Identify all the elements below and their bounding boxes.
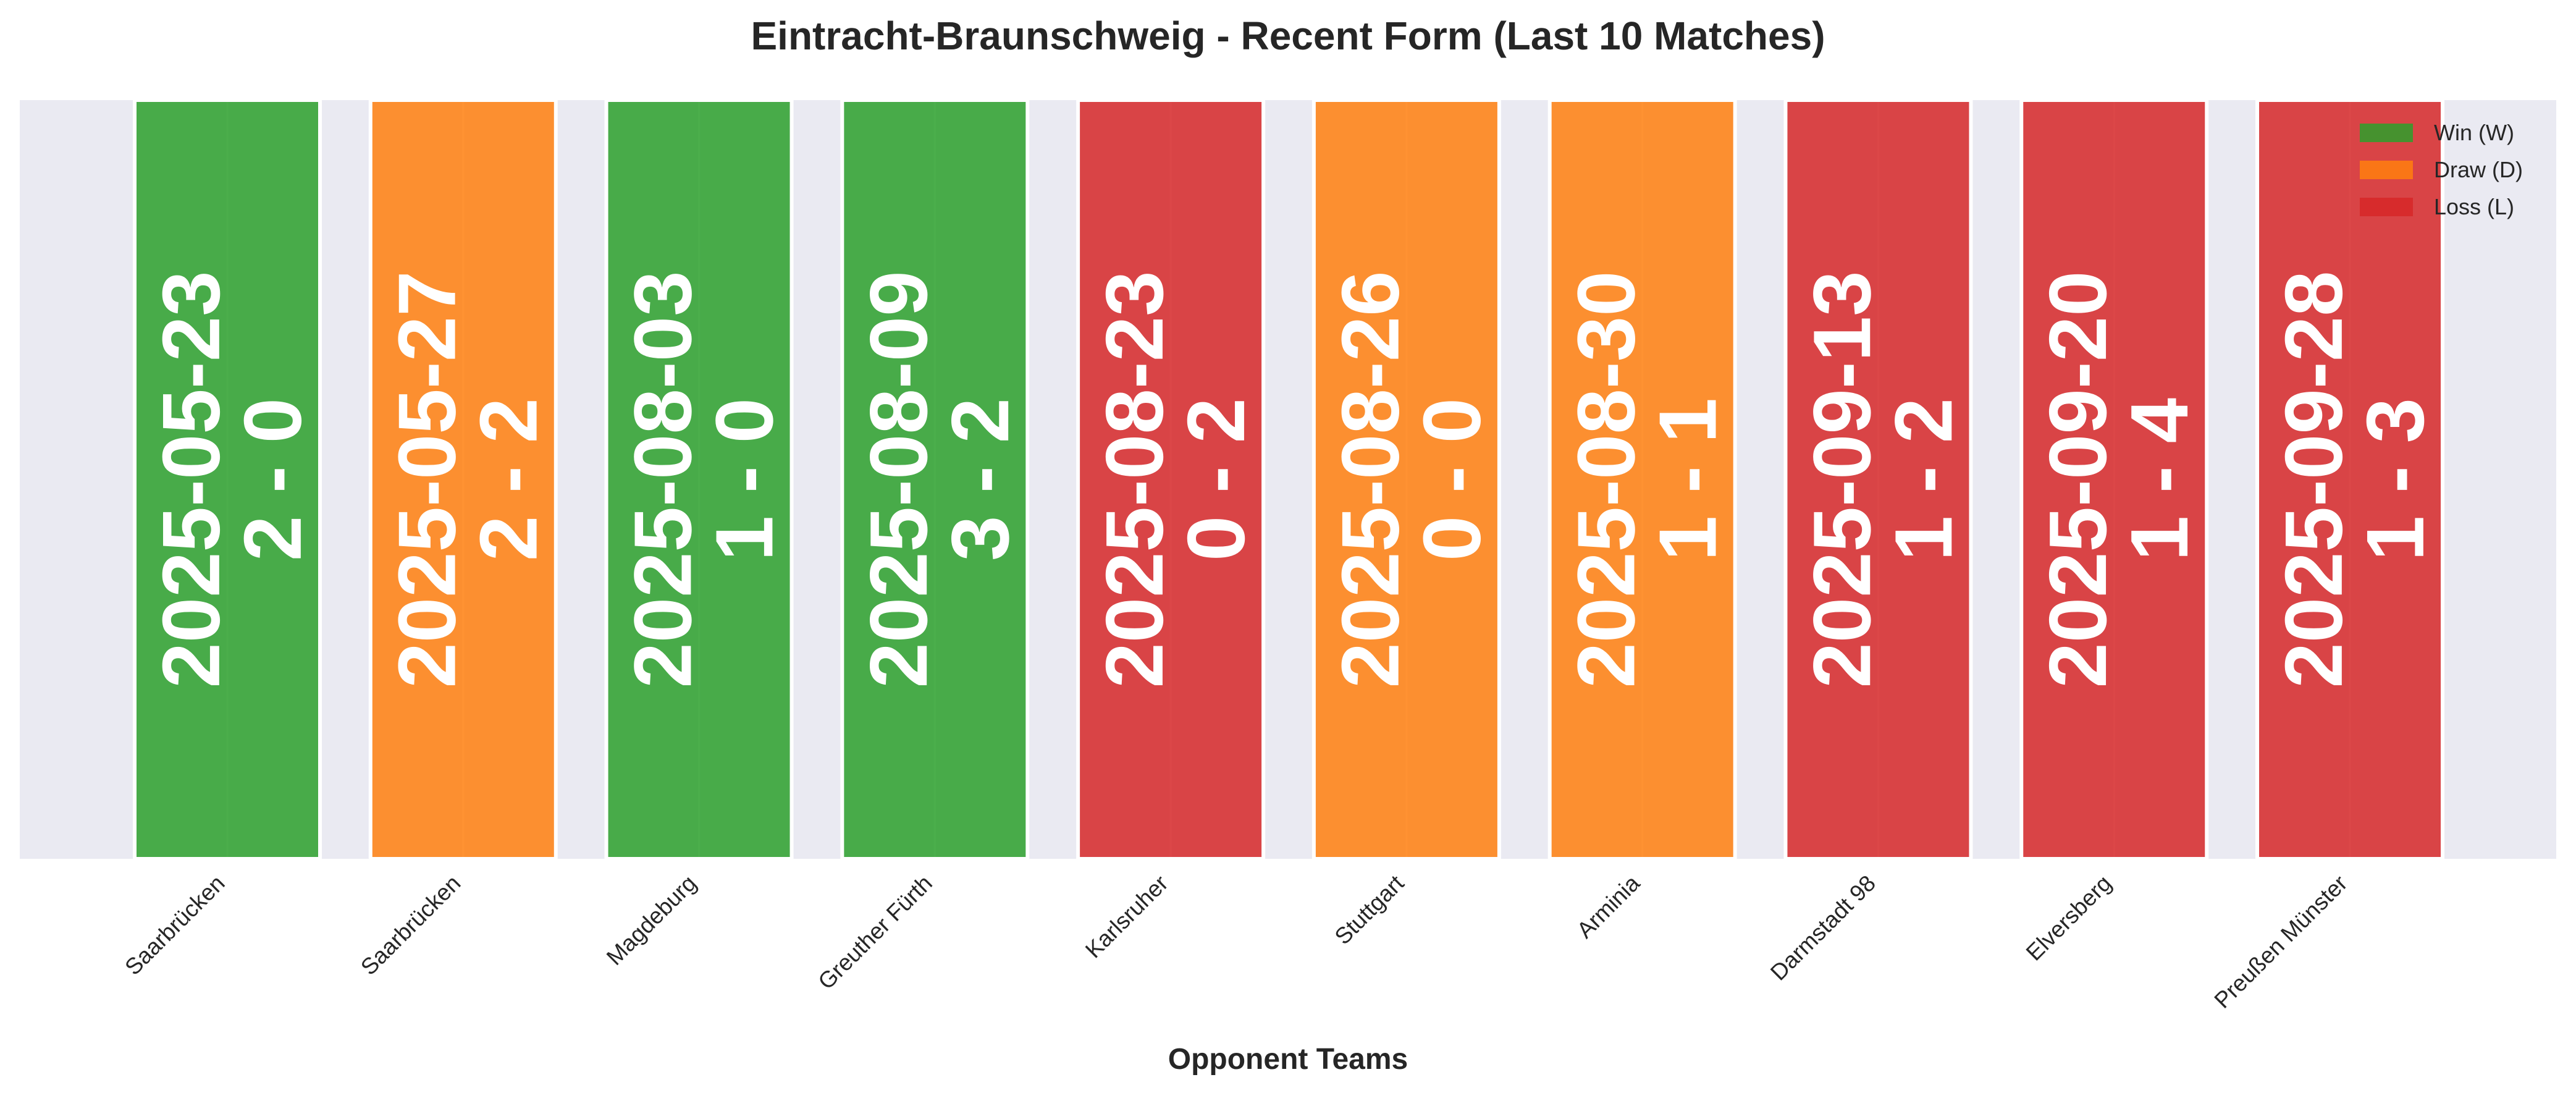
- legend-label-D: Draw (D): [2434, 157, 2523, 182]
- match-date: 2025-09-13: [1796, 271, 1887, 688]
- bar-match-10: [2255, 98, 2445, 861]
- match-score: 1 - 3: [2350, 398, 2441, 561]
- bar-label-match-4: 2025-08-093 - 2: [853, 271, 1025, 688]
- legend-label-W: Win (W): [2434, 120, 2514, 145]
- bar-match-9: [2019, 98, 2209, 861]
- x-tick-label: Darmstadt 98: [1766, 871, 1880, 985]
- x-tick-labels: Saarbrücken Saarbrücken Magdeburg Greuther …: [120, 870, 2352, 1013]
- x-tick-label: Elversberg: [2021, 871, 2116, 966]
- bar-match-2: [368, 98, 558, 861]
- bar-match-5: [1076, 98, 1266, 861]
- bar-match-3: [604, 98, 794, 861]
- bar-label-match-1: 2025-05-232 - 0: [146, 271, 318, 688]
- x-tick-label: Preußen Münster: [2210, 871, 2352, 1013]
- bar-match-6: [1311, 98, 1501, 861]
- match-score: 1 - 4: [2114, 398, 2205, 561]
- legend-swatch-L: [2360, 198, 2413, 216]
- bar-match-8: [1783, 98, 1973, 861]
- match-score: 1 - 0: [699, 398, 789, 561]
- match-date: 2025-05-23: [146, 271, 237, 688]
- match-score: 0 - 0: [1407, 398, 1497, 561]
- bar-label-match-10: 2025-09-281 - 3: [2268, 271, 2441, 688]
- bar-label-match-8: 2025-09-131 - 2: [1796, 271, 1969, 688]
- bar-label-match-2: 2025-05-272 - 2: [382, 271, 554, 688]
- match-score: 2 - 0: [227, 398, 318, 561]
- legend-swatch-W: [2360, 124, 2413, 142]
- chart-title: Eintracht-Braunschweig - Recent Form (La…: [751, 14, 1825, 58]
- x-tick-label: Magdeburg: [602, 871, 701, 970]
- legend-swatch-D: [2360, 161, 2413, 179]
- bar-match-1: [133, 98, 322, 861]
- match-score: 0 - 2: [1171, 398, 1261, 561]
- x-tick-label: Stuttgart: [1330, 870, 1409, 949]
- bar-label-match-6: 2025-08-260 - 0: [1325, 271, 1497, 688]
- legend: Win (W) Draw (D) Loss (L): [2360, 120, 2523, 219]
- bar-label-match-5: 2025-08-230 - 2: [1089, 271, 1261, 688]
- x-tick-label: Greuther Fürth: [813, 871, 937, 995]
- bar-label-match-9: 2025-09-201 - 4: [2032, 271, 2205, 688]
- x-tick-label: Saarbrücken: [356, 871, 465, 980]
- match-date: 2025-09-20: [2032, 271, 2123, 688]
- legend-label-L: Loss (L): [2434, 194, 2514, 219]
- match-score: 1 - 1: [1642, 398, 1733, 561]
- x-tick-label: Karlsruher: [1080, 871, 1173, 963]
- bar-label-match-3: 2025-08-031 - 0: [617, 271, 789, 688]
- x-tick-label: Arminia: [1572, 870, 1645, 943]
- bar-label-match-7: 2025-08-301 - 1: [1560, 271, 1733, 688]
- bar-labels-group: 2025-05-232 - 0 2025-05-272 - 2 2025-08-03…: [146, 271, 2441, 688]
- match-date: 2025-05-27: [382, 271, 473, 688]
- x-tick-label: Saarbrücken: [120, 871, 229, 980]
- x-axis-label: Opponent Teams: [1168, 1043, 1408, 1076]
- match-score: 1 - 2: [1878, 398, 1969, 561]
- match-date: 2025-09-28: [2268, 271, 2359, 688]
- match-date: 2025-08-30: [1560, 271, 1651, 688]
- match-date: 2025-08-03: [617, 271, 708, 688]
- bar-match-4: [840, 98, 1030, 861]
- bar-match-7: [1547, 98, 1737, 861]
- match-score: 3 - 2: [935, 398, 1025, 561]
- bars-group: [133, 98, 2445, 861]
- match-score: 2 - 2: [463, 398, 554, 561]
- match-date: 2025-08-09: [853, 271, 944, 688]
- match-date: 2025-08-26: [1325, 271, 1416, 688]
- match-date: 2025-08-23: [1089, 271, 1180, 688]
